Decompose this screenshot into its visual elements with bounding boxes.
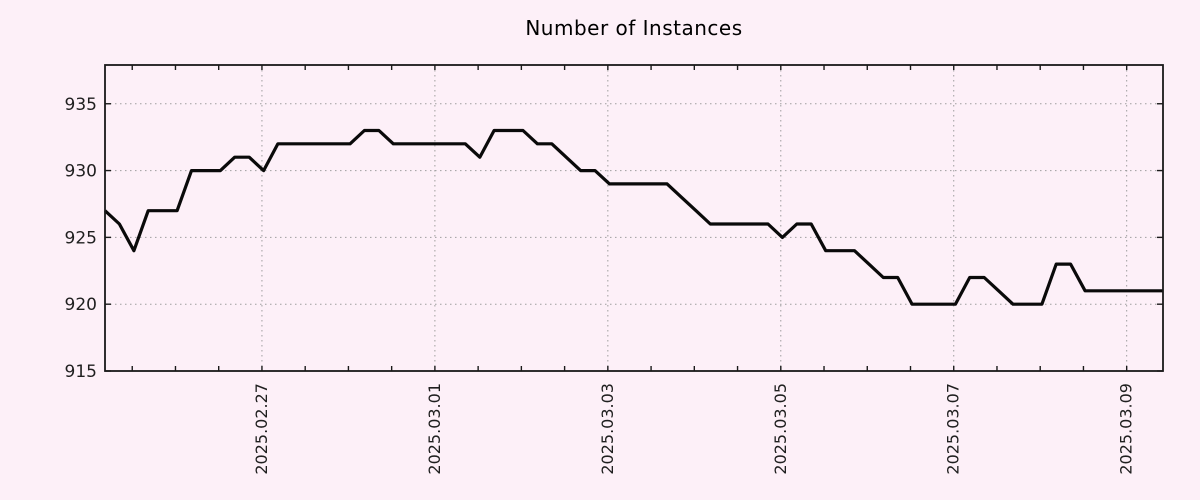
- chart-title: Number of Instances: [525, 16, 743, 40]
- plot-area: [105, 65, 1163, 371]
- y-tick-label: 930: [65, 162, 97, 182]
- x-tick-label: 2025.03.07: [944, 383, 963, 475]
- x-tick-label: 2025.03.09: [1117, 383, 1136, 475]
- series-line-instances: [103, 128, 1163, 306]
- x-tick-label: 2025.03.05: [771, 383, 790, 475]
- x-tick-label: 2025.02.27: [252, 383, 271, 475]
- y-tick-label: 935: [65, 95, 97, 115]
- x-tick-label: 2025.03.03: [598, 383, 617, 475]
- y-tick-label: 925: [65, 228, 97, 248]
- x-tick-label: 2025.03.01: [425, 383, 444, 475]
- y-tick-label: 920: [65, 295, 97, 315]
- y-tick-label: 915: [65, 362, 97, 382]
- plot-border: [104, 64, 1164, 372]
